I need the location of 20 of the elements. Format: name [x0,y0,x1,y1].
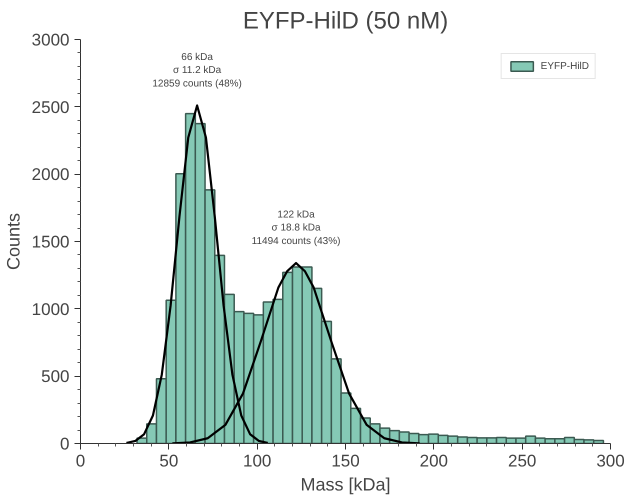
annotation: 66 kDa σ 11.2 kDa 12859 counts (48%) [152,52,242,90]
y-tick-label: 2000 [32,165,70,184]
chart-title: EYFP-HilD (50 nM) [242,8,448,34]
x-tick-label: 150 [331,452,360,470]
y-tick-label: 0 [60,434,70,454]
y-axis-title: Counts [4,212,24,270]
y-tick-label: 1000 [32,300,70,319]
y-tick-label: 1500 [32,232,70,252]
x-tick-label: 250 [508,452,536,470]
y-tick-label: 500 [41,367,70,386]
y-tick-label: 3000 [32,30,70,50]
x-tick-label: 0 [76,452,86,470]
y-tick-label: 2500 [32,98,70,117]
x-tick-label: 100 [242,452,272,470]
x-tick-label: 300 [596,452,625,470]
x-tick-label: 50 [159,452,178,470]
x-axis-title: Mass [kDa] [300,474,391,494]
annotation: 122 kDa σ 18.8 kDa 11494 counts (43%) [252,209,340,247]
x-tick-label: 200 [420,452,448,470]
legend-label: EYFP-HilD [540,60,589,72]
